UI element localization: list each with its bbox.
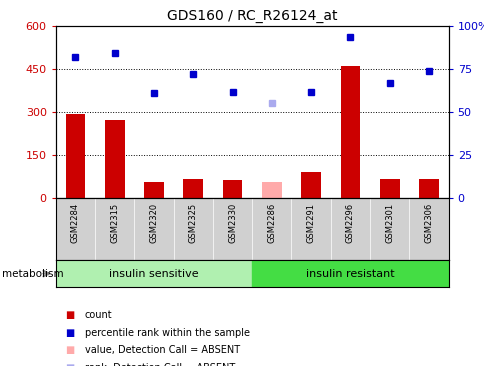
Bar — [144, 182, 164, 198]
Text: GSM2320: GSM2320 — [149, 203, 158, 243]
Text: ■: ■ — [65, 310, 75, 320]
Bar — [418, 179, 438, 198]
Text: GSM2284: GSM2284 — [71, 203, 80, 243]
Text: insulin sensitive: insulin sensitive — [109, 269, 198, 279]
Text: GSM2325: GSM2325 — [188, 203, 197, 243]
Bar — [105, 120, 124, 198]
Text: GSM2286: GSM2286 — [267, 203, 276, 243]
Text: GSM2301: GSM2301 — [384, 203, 393, 243]
Bar — [379, 179, 399, 198]
Bar — [222, 180, 242, 198]
Bar — [183, 179, 203, 198]
Text: GSM2296: GSM2296 — [345, 203, 354, 243]
Text: GSM2291: GSM2291 — [306, 203, 315, 243]
Text: value, Detection Call = ABSENT: value, Detection Call = ABSENT — [85, 345, 240, 355]
Text: percentile rank within the sample: percentile rank within the sample — [85, 328, 249, 338]
Text: metabolism: metabolism — [2, 269, 64, 279]
Text: GSM2315: GSM2315 — [110, 203, 119, 243]
Text: rank, Detection Call = ABSENT: rank, Detection Call = ABSENT — [85, 363, 235, 366]
Text: GSM2306: GSM2306 — [424, 203, 433, 243]
Text: ■: ■ — [65, 345, 75, 355]
Bar — [56, 260, 252, 287]
Text: GSM2330: GSM2330 — [227, 203, 237, 243]
Title: GDS160 / RC_R26124_at: GDS160 / RC_R26124_at — [166, 9, 337, 23]
Bar — [252, 260, 448, 287]
Bar — [301, 172, 320, 198]
Text: count: count — [85, 310, 112, 320]
Text: insulin resistant: insulin resistant — [305, 269, 394, 279]
Bar — [65, 115, 85, 198]
Bar — [261, 182, 281, 198]
Bar — [340, 66, 360, 198]
Text: ■: ■ — [65, 363, 75, 366]
Text: ■: ■ — [65, 328, 75, 338]
